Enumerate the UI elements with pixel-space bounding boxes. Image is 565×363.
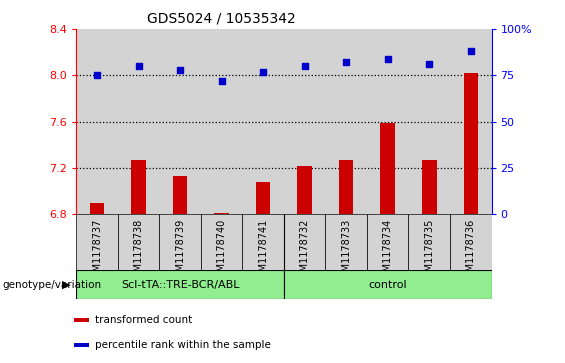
Text: Scl-tTA::TRE-BCR/ABL: Scl-tTA::TRE-BCR/ABL	[121, 280, 240, 290]
Bar	[90, 203, 105, 214]
Bar	[76, 29, 118, 214]
Text: ▶: ▶	[62, 280, 71, 290]
Bar	[201, 29, 242, 214]
Bar	[463, 73, 478, 214]
Bar	[118, 29, 159, 214]
Bar	[242, 29, 284, 214]
Point	[217, 78, 226, 84]
Bar	[450, 214, 492, 270]
Point	[383, 56, 392, 62]
Point	[134, 63, 143, 69]
Text: control: control	[368, 280, 407, 290]
Text: GSM1178740: GSM1178740	[216, 219, 227, 284]
Bar	[408, 214, 450, 270]
Text: GSM1178733: GSM1178733	[341, 219, 351, 284]
Bar	[408, 29, 450, 214]
Point	[466, 48, 475, 54]
Bar	[325, 29, 367, 214]
Title: GDS5024 / 10535342: GDS5024 / 10535342	[147, 11, 296, 25]
Bar	[73, 343, 89, 347]
Text: GSM1178741: GSM1178741	[258, 219, 268, 284]
Point	[425, 61, 434, 67]
Bar	[284, 214, 325, 270]
Bar	[367, 214, 408, 270]
Bar	[159, 29, 201, 214]
Bar	[256, 182, 271, 214]
Bar	[118, 214, 159, 270]
Bar	[284, 29, 325, 214]
Bar	[73, 318, 89, 322]
Text: GSM1178738: GSM1178738	[133, 219, 144, 284]
Text: GSM1178734: GSM1178734	[383, 219, 393, 284]
Bar	[76, 270, 284, 299]
Text: GSM1178736: GSM1178736	[466, 219, 476, 284]
Bar	[297, 166, 312, 214]
Bar	[201, 214, 242, 270]
Bar	[131, 160, 146, 214]
Text: GSM1178735: GSM1178735	[424, 219, 434, 284]
Bar	[76, 214, 118, 270]
Bar	[173, 176, 188, 214]
Text: transformed count: transformed count	[95, 315, 192, 325]
Point	[176, 67, 185, 73]
Bar	[159, 214, 201, 270]
Bar	[214, 213, 229, 214]
Point	[259, 69, 268, 74]
Bar	[242, 214, 284, 270]
Point	[300, 63, 309, 69]
Bar	[450, 29, 492, 214]
Bar	[367, 29, 408, 214]
Bar	[339, 160, 354, 214]
Bar	[422, 160, 437, 214]
Text: percentile rank within the sample: percentile rank within the sample	[95, 340, 271, 350]
Point	[342, 60, 351, 65]
Text: GSM1178737: GSM1178737	[92, 219, 102, 284]
Text: GSM1178732: GSM1178732	[299, 219, 310, 284]
Bar	[284, 270, 492, 299]
Bar	[380, 123, 395, 214]
Text: genotype/variation: genotype/variation	[3, 280, 102, 290]
Point	[93, 72, 102, 78]
Text: GSM1178739: GSM1178739	[175, 219, 185, 284]
Bar	[325, 214, 367, 270]
